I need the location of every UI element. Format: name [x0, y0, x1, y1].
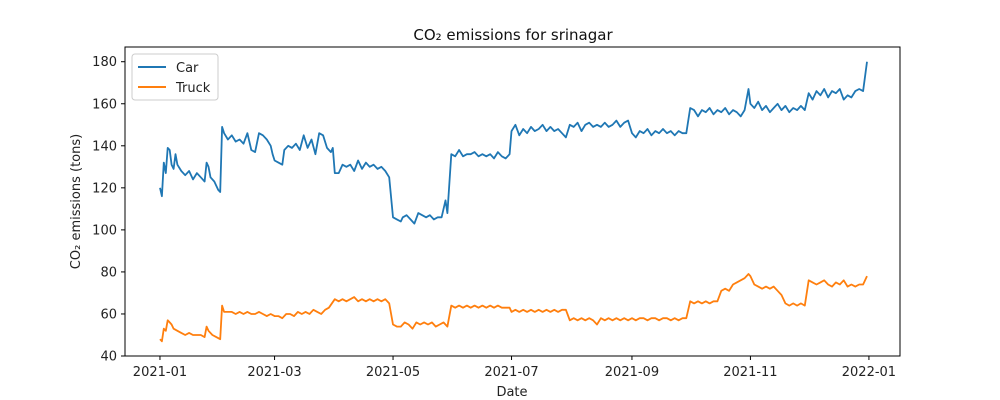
x-axis: 2021-01 2021-03 2021-05 2021-07 2021-09 2021-… [133, 356, 896, 380]
x-tick-label: 2021-03 [247, 365, 301, 380]
x-axis-label: Date [496, 385, 527, 400]
plot-frame [124, 46, 901, 357]
legend-label-truck: Truck [175, 81, 211, 96]
y-tick-label: 180 [92, 55, 117, 70]
plot-area [124, 46, 901, 357]
chart-title: CO₂ emissions for srinagar [413, 26, 613, 44]
series-line-truck [159, 273, 868, 343]
x-tick-label: 2021-09 [605, 365, 659, 380]
legend-label-car: Car [176, 61, 199, 76]
y-tick-label: 40 [100, 350, 117, 365]
series-line-car [159, 61, 868, 225]
x-tick-label: 2021-01 [133, 365, 187, 380]
y-tick-label: 100 [92, 223, 117, 238]
y-tick-label: 140 [92, 139, 117, 154]
y-tick-label: 120 [92, 181, 117, 196]
x-tick-label: 2021-07 [484, 365, 538, 380]
y-tick-label: 160 [92, 97, 117, 112]
x-tick-label: 2022-01 [842, 365, 896, 380]
x-tick-label: 2021-11 [723, 365, 777, 380]
y-axis-label: CO₂ emissions (tons) [69, 134, 84, 269]
y-axis: 40 60 80 100 120 140 160 180 [92, 55, 125, 365]
y-tick-label: 80 [100, 265, 117, 280]
y-tick-label: 60 [100, 307, 117, 322]
legend-box [131, 53, 219, 101]
series-layer [159, 61, 868, 343]
legend: Car Truck [131, 53, 219, 101]
x-tick-label: 2021-05 [366, 365, 420, 380]
